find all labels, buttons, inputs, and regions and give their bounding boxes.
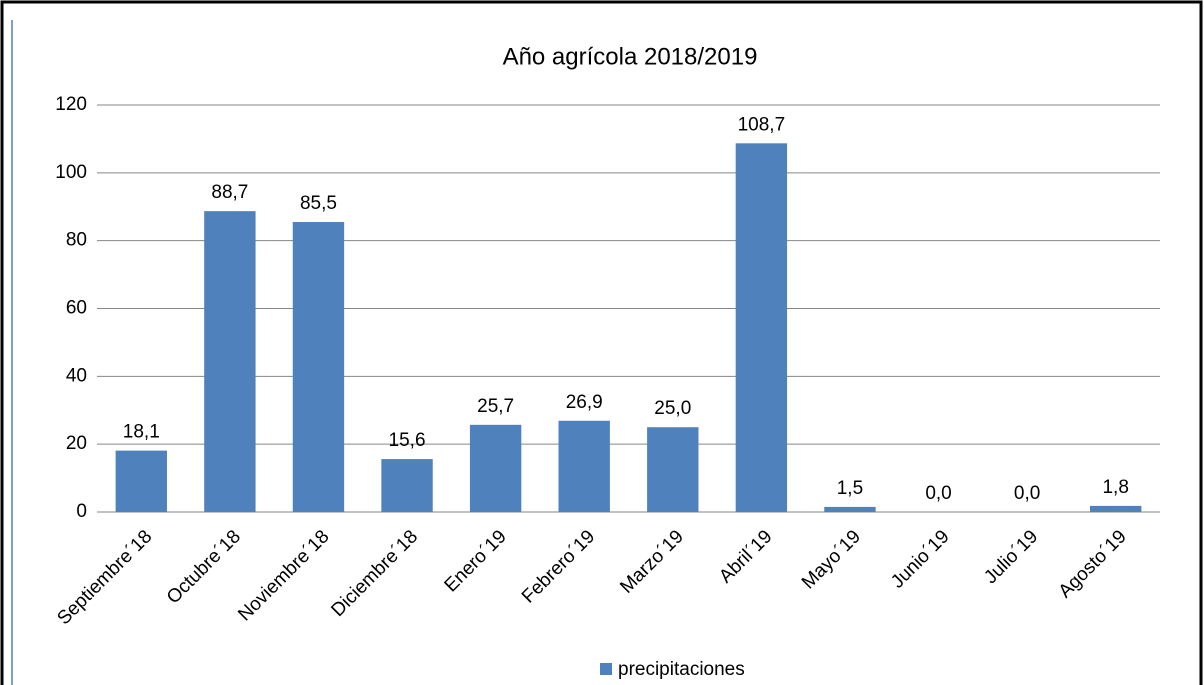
legend-label: precipitaciones [618,659,745,680]
x-tick-label: Septiembre´18 [53,526,156,629]
data-label: 0,0 [1014,483,1040,504]
x-tick-label: Diciembre´18 [327,526,422,621]
x-tick-label: Junio´19 [887,526,953,592]
x-tick-label: Febrero´19 [518,526,599,607]
data-label: 88,7 [211,182,248,203]
bar [558,420,610,512]
x-tick-label: Enero´19 [441,526,511,596]
bar [1090,505,1142,512]
data-label: 25,7 [477,396,514,417]
bar [735,143,788,512]
y-tick-label: 120 [55,94,87,115]
bar [292,222,345,512]
data-label: 26,9 [566,392,603,413]
x-tick-label: Julio´19 [980,526,1042,588]
bar [824,506,876,512]
y-tick-label: 60 [66,298,87,319]
data-label: 25,0 [654,398,691,419]
y-tick-label: 40 [66,365,87,386]
data-label: 0,0 [925,483,951,504]
x-tick-label: Agosto´19 [1055,526,1131,602]
bar [204,211,256,512]
chart-title: Año agrícola 2018/2019 [503,43,758,70]
data-label: 1,8 [1102,477,1128,498]
y-tick-label: 100 [55,162,87,183]
legend-swatch [600,663,612,675]
y-tick-label: 80 [66,230,87,251]
x-tick-label: Mayo´19 [798,526,865,593]
bar [381,459,433,512]
x-tick-label: Octubre´18 [163,526,245,608]
bar [115,450,167,512]
bar [469,424,522,512]
data-label: 15,6 [389,430,426,451]
data-label: 1,5 [837,478,863,499]
x-tick-label: Noviembre´18 [234,526,333,625]
bar [647,427,699,512]
data-label: 18,1 [123,422,160,443]
x-tick-label: Marzo´19 [616,526,688,598]
data-label: 85,5 [300,193,337,214]
x-tick-label: Abril´19 [715,526,776,587]
y-tick-label: 0 [76,501,87,522]
data-label: 108,7 [738,114,786,135]
y-tick-label: 20 [66,433,87,454]
